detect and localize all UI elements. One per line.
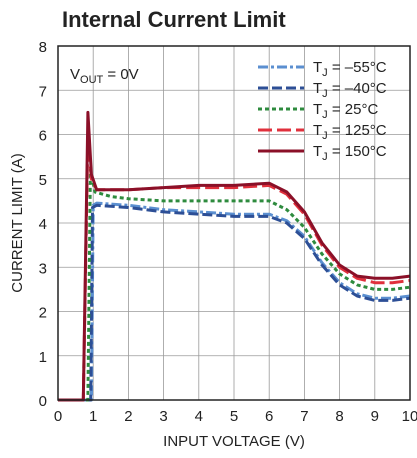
- y-tick-label: 3: [39, 260, 47, 277]
- series-lines: [58, 110, 411, 402]
- legend-label-2: TJ = 25°C: [313, 101, 378, 121]
- x-tick-label: 5: [230, 408, 238, 425]
- plot-frame: [57, 45, 411, 401]
- series-line-1: [58, 203, 411, 402]
- y-tick-label: 7: [39, 83, 47, 100]
- x-tick-label: 0: [54, 408, 62, 425]
- y-axis-label: CURRENT LIMIT (A): [9, 153, 26, 292]
- y-tick-label: 6: [39, 128, 47, 145]
- legend-label-3: TJ = 125°C: [313, 122, 387, 142]
- legend-label-1: TJ = –40°C: [313, 80, 387, 100]
- x-tick-label: 9: [371, 408, 379, 425]
- x-tick-label: 8: [335, 408, 343, 425]
- y-tick-label: 0: [39, 393, 47, 410]
- tick-labels: 0 1 2 3 4 5 6 7 8 9 10 0 1 2 3 4 5 6 7 8: [39, 39, 417, 425]
- y-tick-label: 8: [39, 39, 47, 56]
- vout-annotation: VOUT = 0V: [70, 66, 139, 86]
- y-tick-label: 5: [39, 172, 47, 189]
- x-tick-label: 1: [89, 408, 97, 425]
- x-tick-label: 7: [300, 408, 308, 425]
- y-tick-label: 4: [39, 216, 47, 233]
- x-tick-label: 2: [124, 408, 132, 425]
- x-tick-label: 10: [402, 408, 417, 425]
- legend-label-4: TJ = 150°C: [313, 143, 387, 163]
- grid: [57, 45, 411, 401]
- y-tick-label: 2: [39, 305, 47, 322]
- chart-title: Internal Current Limit: [62, 7, 286, 32]
- x-tick-label: 3: [159, 408, 167, 425]
- series-line-2: [58, 168, 411, 402]
- x-axis-label: INPUT VOLTAGE (V): [163, 433, 305, 450]
- series-line-0: [58, 201, 411, 402]
- y-tick-label: 1: [39, 349, 47, 366]
- legend: TJ = –55°CTJ = –40°CTJ = 25°CTJ = 125°CT…: [258, 59, 387, 163]
- x-tick-label: 6: [265, 408, 273, 425]
- x-tick-label: 4: [195, 408, 203, 425]
- legend-label-0: TJ = –55°C: [313, 59, 387, 79]
- series-line-4: [58, 110, 411, 402]
